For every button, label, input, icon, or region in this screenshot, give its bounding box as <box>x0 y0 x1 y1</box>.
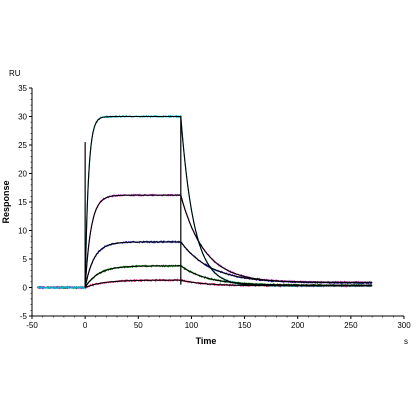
series-5-fit-line <box>84 115 373 288</box>
series-2-fit-line <box>84 265 373 288</box>
y-tick-label: 30 <box>18 113 27 122</box>
x-axis-unit: s <box>404 337 408 346</box>
y-tick-label: 10 <box>18 227 27 236</box>
y-axis-label: Response <box>1 180 11 223</box>
y-tick-label: 5 <box>23 255 28 264</box>
y-tick-label: 15 <box>18 198 27 207</box>
series-4-fit-line <box>84 194 373 288</box>
x-tick-label: 100 <box>185 321 199 330</box>
x-tick-label: 0 <box>83 321 88 330</box>
x-tick-label: 250 <box>344 321 358 330</box>
fit-curves-group <box>84 115 373 289</box>
x-axis-label: Time <box>196 336 217 346</box>
y-tick-label: 20 <box>18 170 27 179</box>
x-tick-label: 300 <box>397 321 411 330</box>
y-tick-label: 35 <box>18 84 27 93</box>
y-tick-label: -5 <box>20 312 28 321</box>
y-tick-label: 25 <box>18 141 27 150</box>
y-axis-unit: RU <box>9 69 21 78</box>
x-tick-label: -50 <box>26 321 38 330</box>
x-tick-label: 50 <box>134 321 143 330</box>
x-tick-label: 200 <box>291 321 305 330</box>
y-tick-label: 0 <box>23 284 28 293</box>
x-tick-label: 150 <box>238 321 252 330</box>
